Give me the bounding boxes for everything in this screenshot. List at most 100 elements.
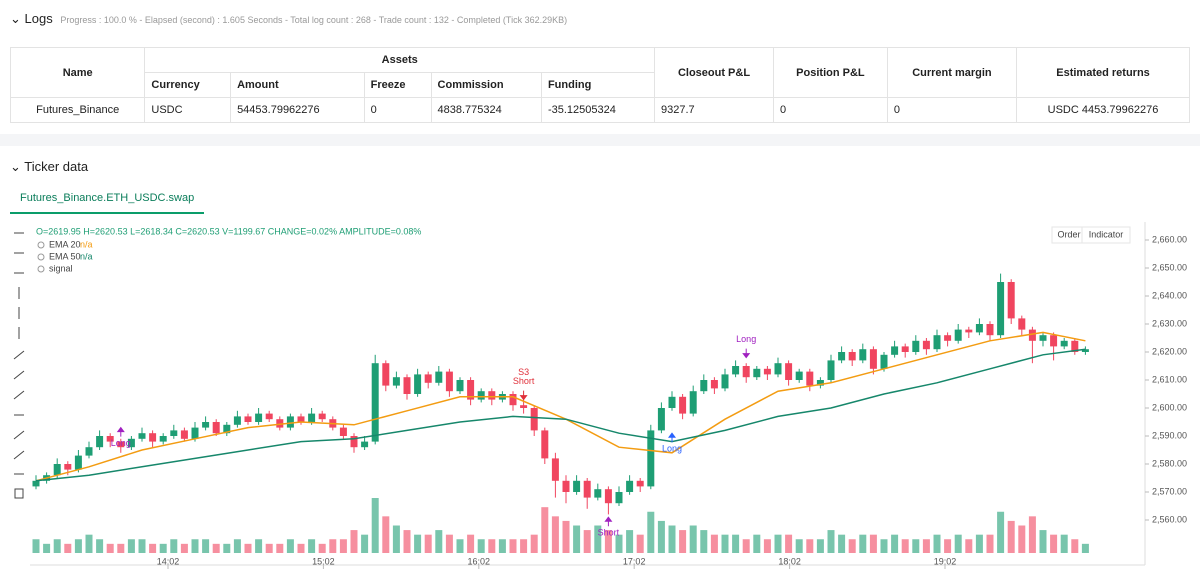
volume-bar xyxy=(912,539,920,553)
volume-bar xyxy=(668,525,676,553)
volume-bar xyxy=(424,534,432,553)
candle-body xyxy=(880,354,888,369)
legend-value: n/a xyxy=(80,251,93,261)
volume-bar xyxy=(96,539,104,553)
candle-body xyxy=(668,396,676,408)
candle-body xyxy=(774,363,782,375)
candle-body xyxy=(922,340,930,350)
candle-body xyxy=(636,480,644,487)
volume-bar xyxy=(615,534,623,553)
candle-body xyxy=(912,340,920,352)
volume-bar xyxy=(562,520,570,553)
volume-bar xyxy=(244,543,252,553)
candle-body xyxy=(74,455,82,470)
logs-header[interactable]: ⌄ Logs Progress : 100.0 % - Elapsed (sec… xyxy=(10,11,568,26)
volume-bar xyxy=(891,534,899,553)
volume-bar xyxy=(392,525,400,553)
volume-bar xyxy=(403,530,411,553)
volume-bar xyxy=(1071,539,1079,553)
volume-bar xyxy=(753,534,761,553)
candle-body xyxy=(96,436,104,448)
candle-body xyxy=(594,489,602,498)
volume-bar xyxy=(318,543,326,553)
volume-bar xyxy=(64,543,72,553)
volume-bar xyxy=(954,534,962,553)
volume-bar xyxy=(573,525,581,553)
y-tick-label: 2,590.00 xyxy=(1152,430,1187,440)
ticker-tab[interactable]: Futures_Binance.ETH_USDC.swap xyxy=(10,184,205,214)
candle-body xyxy=(933,335,941,350)
candle-body xyxy=(562,480,570,492)
volume-bar xyxy=(191,539,199,553)
group-header: Assets xyxy=(144,47,656,73)
volume-bar xyxy=(127,539,135,553)
candle-body xyxy=(573,480,581,492)
volume-bar xyxy=(85,534,93,553)
candle-body xyxy=(392,377,400,386)
candle-body xyxy=(85,447,93,456)
candle-body xyxy=(223,424,231,434)
candle-body xyxy=(467,380,475,400)
ticker-header[interactable]: ⌄ Ticker data xyxy=(10,159,89,174)
candle-body xyxy=(530,408,538,431)
button[interactable] xyxy=(1081,226,1131,244)
candle-body xyxy=(816,380,824,386)
volume-bar xyxy=(212,543,220,553)
candle-body xyxy=(806,371,814,386)
candle-body xyxy=(1007,282,1015,319)
volume-bar xyxy=(467,534,475,553)
volume-bar xyxy=(509,539,517,553)
volume-bar xyxy=(541,507,549,553)
candle-body xyxy=(138,433,146,439)
candle-body xyxy=(159,436,167,442)
candle-body xyxy=(488,391,496,400)
candle-body xyxy=(869,349,877,369)
volume-bar xyxy=(1028,516,1036,553)
legend-name: EMA 50 xyxy=(49,251,81,261)
volume-bar xyxy=(276,543,284,553)
candle-body xyxy=(255,413,263,422)
button-label[interactable]: Indicator xyxy=(1089,229,1124,239)
ohlc-legend: O=2619.95 H=2620.53 L=2618.34 C=2620.53 … xyxy=(36,226,421,236)
candle-body xyxy=(763,368,771,375)
candle-body xyxy=(414,374,422,394)
cell: Futures_Binance xyxy=(9,97,146,123)
candle-body xyxy=(1018,318,1026,330)
volume-bar xyxy=(721,534,729,553)
candle-body xyxy=(615,492,623,504)
candle-body xyxy=(732,366,740,375)
candle-body xyxy=(117,441,125,448)
volume-bar xyxy=(43,543,51,553)
candle-body xyxy=(520,405,528,408)
y-tick-label: 2,570.00 xyxy=(1152,486,1187,496)
volume-bar xyxy=(170,539,178,553)
candle-body xyxy=(233,416,241,425)
candle-body xyxy=(583,480,591,498)
candle-body xyxy=(541,430,549,459)
volume-bar xyxy=(138,539,146,553)
volume-bar xyxy=(848,539,856,553)
candle-body xyxy=(53,464,61,476)
col-header: Currency xyxy=(144,72,232,98)
volume-bar xyxy=(1060,534,1068,553)
volume-bar xyxy=(520,539,528,553)
volume-bar xyxy=(265,543,273,553)
volume-bar xyxy=(795,539,803,553)
signal-label: Long xyxy=(662,444,682,454)
candle-body xyxy=(424,374,432,383)
candle-body xyxy=(403,377,411,394)
volume-bar xyxy=(1039,530,1047,553)
volume-bar xyxy=(636,534,644,553)
candle-body xyxy=(308,413,316,422)
volume-bar xyxy=(361,534,369,553)
button-label[interactable]: Order xyxy=(1057,229,1080,239)
volume-bar xyxy=(594,525,602,553)
volume-bar xyxy=(297,543,305,553)
cell: USDC 4453.79962276 xyxy=(1016,97,1190,123)
legend-value: n/a xyxy=(80,239,93,249)
eye-icon xyxy=(37,265,45,273)
candle-body xyxy=(276,419,284,428)
volume-bar xyxy=(233,539,241,553)
volume-bar xyxy=(488,539,496,553)
